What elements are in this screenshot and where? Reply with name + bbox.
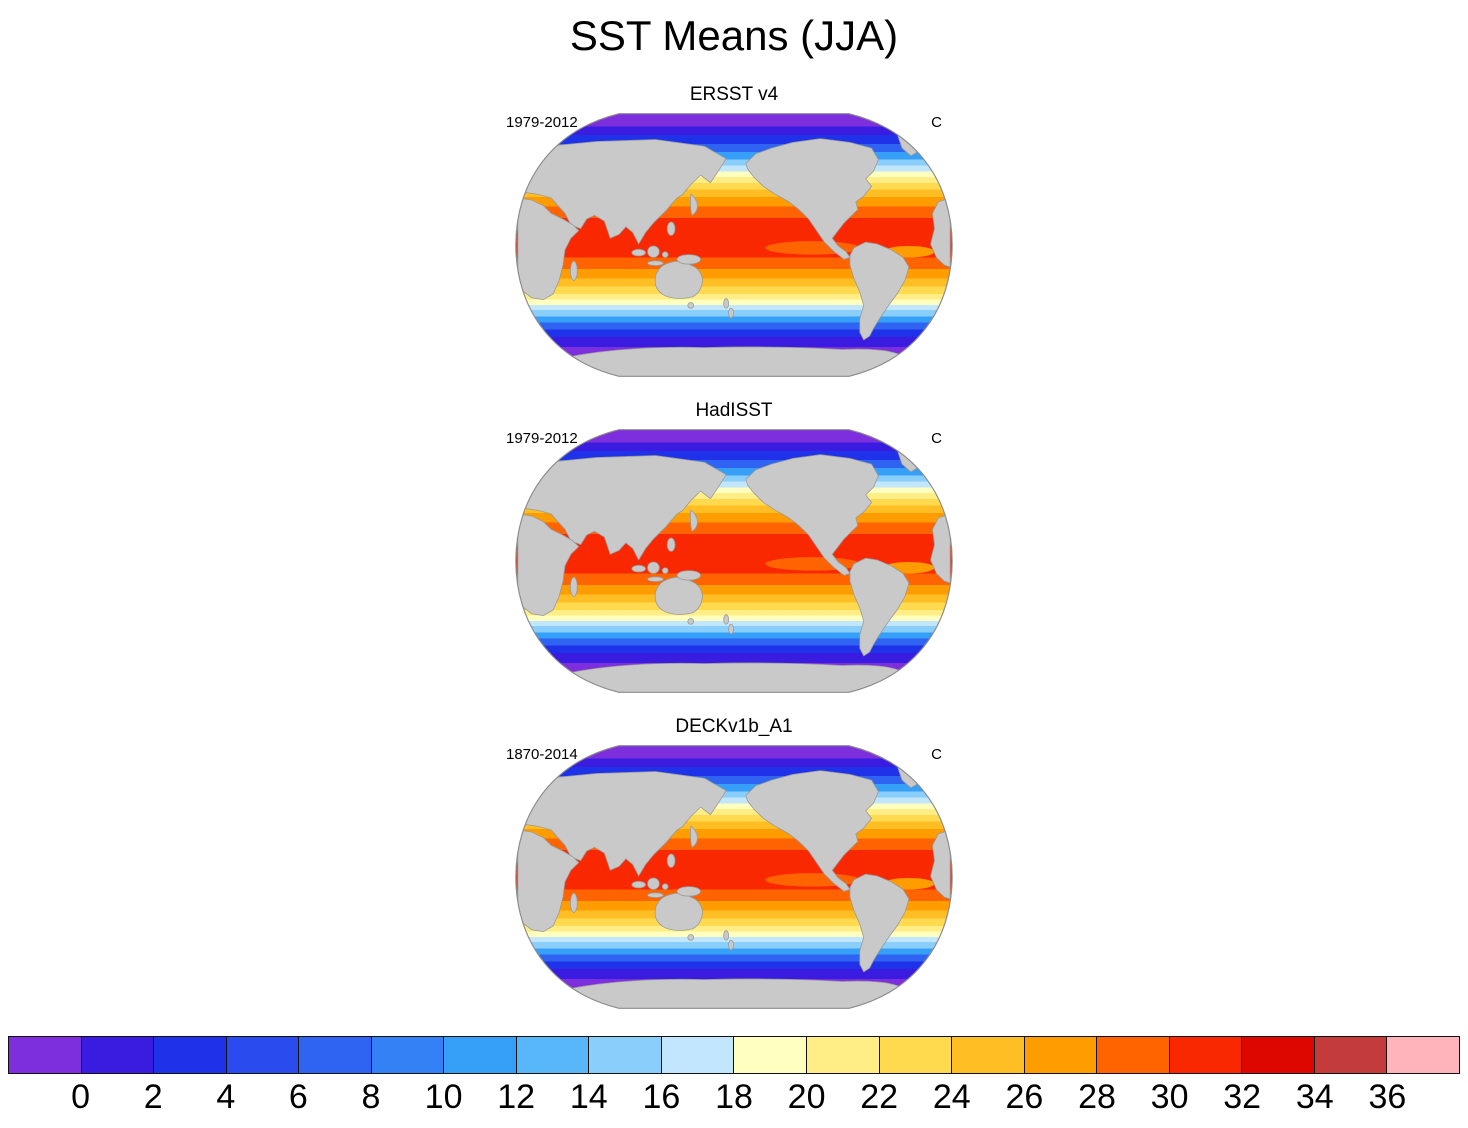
- period-label: 1979-2012: [506, 114, 578, 131]
- colorbar-tick-label: 18: [715, 1078, 753, 1116]
- colorbar-tick-label: 36: [1368, 1078, 1407, 1116]
- world-map: [515, 745, 953, 1009]
- colorbar-segment: [879, 1037, 953, 1073]
- colorbar-segment: [661, 1037, 735, 1073]
- colorbar-segment: [734, 1037, 808, 1073]
- colorbar-tick-label: 16: [642, 1078, 681, 1116]
- panel-ersst-v4: ERSST v4 1979-2012 C: [504, 84, 964, 400]
- colorbar-strip: [8, 1036, 1460, 1074]
- colorbar-tick-labels: 0 2 4 6 8 10 12 14 16 18 20 22 24 26 28 30 32 34 36: [8, 1074, 1460, 1116]
- colorbar-tick-label: 28: [1078, 1078, 1116, 1116]
- colorbar-tick-label: 12: [497, 1078, 536, 1116]
- map-hadisst: [508, 422, 960, 700]
- colorbar-tick-label: 10: [424, 1078, 463, 1116]
- colorbar-tick-label: 26: [1005, 1078, 1044, 1116]
- colorbar-segment: [444, 1037, 517, 1073]
- panel-hadisst: HadISST 1979-2012 C: [504, 400, 964, 716]
- panel-deckv1b-a1: DECKv1b_A1 1870-2014 C: [504, 716, 964, 1032]
- period-label: 1870-2014: [506, 746, 578, 763]
- colorbar-segment: [1169, 1037, 1243, 1073]
- colorbar-tick-label: 24: [932, 1078, 971, 1116]
- map-outline: [515, 745, 953, 1009]
- colorbar-tick-label: 4: [216, 1078, 236, 1116]
- world-map: [515, 113, 953, 377]
- unit-label: C: [931, 430, 942, 447]
- continents: [517, 120, 951, 377]
- colorbar-tick-label: 34: [1295, 1078, 1334, 1116]
- unit-label: C: [931, 746, 942, 763]
- colorbar-tick-label: 30: [1150, 1078, 1189, 1116]
- period-label: 1979-2012: [506, 430, 578, 447]
- map-ersst-v4: [508, 106, 960, 384]
- colorbar-segment: [1242, 1037, 1315, 1073]
- colorbar-segment: [1387, 1037, 1459, 1073]
- colorbar: 0 2 4 6 8 10 12 14 16 18 20 22 24 26 28 30 32 34 36: [8, 1036, 1460, 1116]
- map-outline: [515, 113, 953, 377]
- colorbar-segment: [371, 1037, 445, 1073]
- colorbar-segment: [1097, 1037, 1170, 1073]
- colorbar-segment: [952, 1037, 1025, 1073]
- colorbar-segment: [81, 1037, 155, 1073]
- figure-title: SST Means (JJA): [569, 12, 899, 59]
- colorbar-segment: [9, 1037, 82, 1073]
- map-deckv1b-a1: [508, 738, 960, 1016]
- colorbar-segment: [226, 1037, 300, 1073]
- figure: SST Means (JJA) ERSST v4 1979-2012 C Had…: [0, 12, 1468, 1116]
- colorbar-tick-label: 14: [569, 1078, 608, 1116]
- colorbar-segment: [1314, 1037, 1388, 1073]
- colorbar-tick-label: 2: [143, 1078, 163, 1116]
- colorbar-segment: [1024, 1037, 1098, 1073]
- colorbar-tick-label: 32: [1223, 1078, 1262, 1116]
- panel-title-hadisst: HadISST: [695, 400, 773, 421]
- colorbar-tick-label: 6: [288, 1078, 308, 1116]
- panel-title-deckv1b-a1: DECKv1b_A1: [675, 716, 793, 737]
- colorbar-segment: [299, 1037, 372, 1073]
- map-outline: [515, 429, 953, 693]
- continents: [517, 436, 951, 693]
- colorbar-tick-label: 20: [787, 1078, 826, 1116]
- unit-label: C: [931, 114, 942, 131]
- panel-title-ersst-v4: ERSST v4: [689, 84, 779, 105]
- colorbar-tick-label: 22: [860, 1078, 899, 1116]
- colorbar-segment: [516, 1037, 590, 1073]
- colorbar-segment: [154, 1037, 227, 1073]
- world-map: [515, 429, 953, 693]
- colorbar-segment: [589, 1037, 662, 1073]
- colorbar-tick-label: 8: [361, 1078, 381, 1116]
- colorbar-segment: [807, 1037, 880, 1073]
- colorbar-tick-label: 0: [71, 1078, 91, 1116]
